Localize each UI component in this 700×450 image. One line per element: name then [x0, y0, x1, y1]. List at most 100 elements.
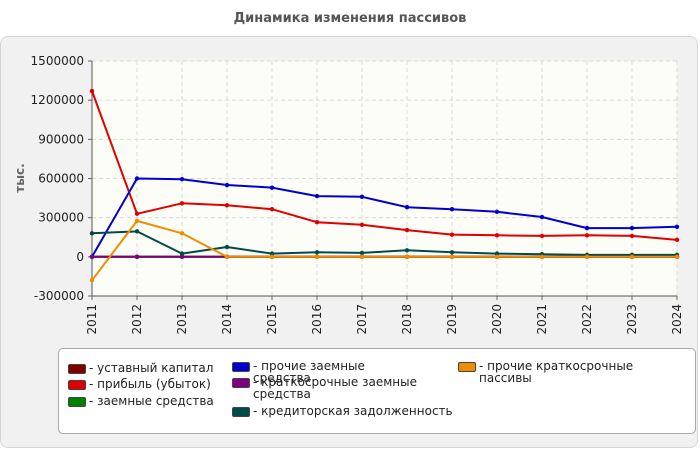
data-point — [584, 225, 590, 231]
y-axis-label: тыс. — [13, 163, 27, 192]
legend-item-borrowed-funds: - заемные средства — [68, 395, 254, 407]
data-point — [179, 231, 185, 236]
legend-swatch — [458, 362, 476, 372]
x-tick-label: 2021 — [535, 304, 549, 335]
x-tick-label: 2016 — [310, 304, 324, 335]
data-point — [584, 233, 590, 238]
data-point — [449, 250, 455, 255]
data-point — [224, 203, 230, 208]
data-point — [404, 254, 410, 260]
y-tick-label: 1500000 — [31, 54, 84, 68]
legend-label: - прибыль (убыток) — [89, 377, 211, 391]
data-point — [224, 182, 230, 188]
x-tick-label: 2014 — [220, 304, 234, 335]
legend-item-authorized-capital: - уставный капитал — [68, 362, 254, 374]
data-point — [269, 251, 275, 256]
data-point — [449, 232, 455, 237]
series-line-6 — [91, 219, 677, 281]
series-line-5 — [91, 230, 677, 256]
data-point — [629, 233, 635, 239]
data-point — [494, 254, 500, 260]
x-tick-label: 2015 — [265, 304, 279, 335]
y-tick-label: 0 — [76, 250, 84, 264]
y-tick-label: 300000 — [38, 211, 84, 225]
data-point — [494, 233, 500, 238]
data-point — [674, 237, 680, 243]
legend-item-accounts-payable: - кредиторская задолженность — [232, 405, 483, 417]
data-point — [224, 244, 230, 250]
data-point — [314, 254, 320, 260]
series-line-3 — [91, 177, 678, 258]
series-line-1 — [91, 90, 678, 241]
data-point — [674, 224, 680, 230]
data-point — [269, 206, 275, 212]
legend-swatch — [232, 378, 250, 388]
data-point — [359, 222, 365, 228]
legend-swatch — [232, 362, 250, 372]
data-point — [89, 278, 95, 283]
x-tick-label: 2018 — [400, 304, 414, 335]
data-point — [494, 209, 500, 214]
data-point — [269, 185, 275, 190]
y-tick-label: -300000 — [34, 289, 84, 303]
legend-label: - прочие краткосрочные пассивы — [479, 359, 634, 385]
data-point — [269, 254, 275, 260]
data-point — [584, 254, 590, 260]
data-point — [629, 254, 635, 260]
legend-label: - прочие заемные средства — [253, 359, 365, 385]
x-tick-label: 2023 — [625, 304, 639, 335]
data-point — [314, 250, 320, 255]
legend-label: - уставный капитал — [89, 361, 214, 375]
legend-item-other-borrowed-funds: - прочие заемные средства — [232, 360, 418, 384]
data-point — [134, 229, 140, 234]
data-point — [314, 193, 320, 199]
x-tick-label: 2019 — [445, 304, 459, 335]
data-point — [494, 251, 500, 256]
x-tick-label: 2017 — [355, 304, 369, 335]
data-point — [539, 254, 545, 260]
legend-label: - кредиторская задолженность — [253, 404, 453, 418]
data-point — [179, 176, 185, 182]
data-point — [89, 231, 95, 236]
data-point — [449, 254, 455, 260]
data-point — [89, 88, 95, 94]
data-point — [539, 214, 545, 220]
data-point — [134, 218, 140, 224]
y-tick-label: 900000 — [38, 132, 84, 146]
legend-swatch — [232, 407, 250, 417]
legend-swatch — [68, 397, 86, 407]
chart-title: Динамика изменения пассивов — [233, 11, 467, 26]
data-point — [359, 254, 365, 260]
data-point — [89, 254, 95, 260]
data-point — [404, 205, 410, 210]
y-tick-label: 600000 — [38, 172, 84, 186]
x-tick-label: 2024 — [670, 304, 684, 335]
data-point — [314, 220, 320, 225]
x-tick-label: 2011 — [85, 304, 99, 335]
legend-item-short-term-borrowed-funds: - краткосрочные заемные средства — [232, 376, 418, 400]
chart-legend: - уставный капитал - прибыль (убыток) - … — [58, 348, 696, 434]
data-point — [179, 251, 185, 256]
data-point — [359, 194, 365, 199]
legend-item-profit-loss: - прибыль (убыток) — [68, 378, 254, 390]
data-point — [134, 254, 140, 260]
data-point — [179, 254, 185, 260]
data-point — [449, 206, 455, 212]
data-point — [404, 248, 410, 253]
data-point — [629, 225, 635, 231]
legend-item-other-short-term-liabilities: - прочие краткосрочные пассивы — [458, 360, 649, 384]
legend-label: - заемные средства — [89, 394, 214, 408]
legend-swatch — [68, 364, 86, 374]
y-tick-label: 1200000 — [31, 93, 84, 107]
x-tick-label: 2013 — [175, 304, 189, 335]
x-tick-label: 2022 — [580, 304, 594, 335]
data-point — [359, 250, 365, 256]
data-point — [404, 227, 410, 233]
data-point — [539, 233, 545, 239]
x-tick-label: 2012 — [130, 304, 144, 335]
data-point — [179, 201, 185, 206]
data-point — [224, 254, 230, 260]
data-point — [134, 211, 140, 216]
x-tick-label: 2020 — [490, 304, 504, 335]
legend-swatch — [68, 380, 86, 390]
